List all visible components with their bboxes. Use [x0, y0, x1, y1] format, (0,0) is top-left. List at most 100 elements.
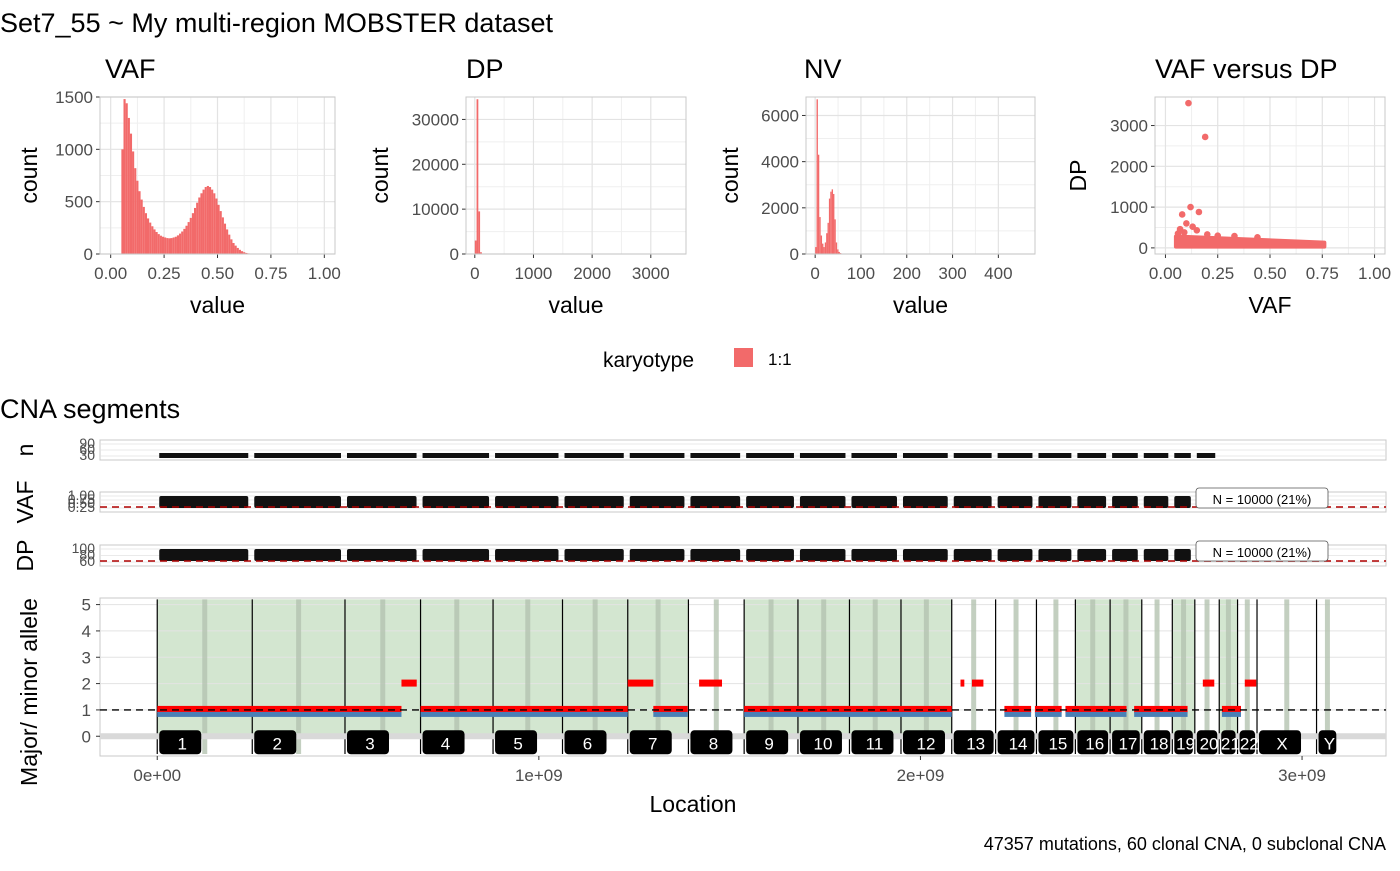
scatter-point-cloud — [1176, 236, 1324, 246]
mutation-density-mark — [1197, 453, 1215, 458]
x-tick-label: 0.25 — [1201, 264, 1234, 283]
histogram-bar — [834, 219, 835, 254]
histogram-bar — [190, 218, 192, 254]
x-tick-label: 0.50 — [201, 264, 234, 283]
mutation-cloud-mark — [565, 549, 624, 561]
mutation-cloud-mark — [254, 549, 341, 561]
minor-allele-segment — [421, 712, 628, 717]
histogram-bar — [198, 197, 200, 254]
histogram-bar — [207, 186, 209, 254]
x-axis-label: VAF — [1248, 292, 1291, 318]
histogram-bar — [151, 226, 153, 254]
mutation-cloud-mark — [903, 549, 948, 561]
x-axis-label: value — [893, 292, 948, 318]
histogram-bar — [222, 217, 224, 254]
y-axis-label: count — [367, 147, 393, 204]
histogram-bar — [823, 247, 824, 254]
mutation-cloud-mark — [998, 496, 1033, 508]
major-allele-segment — [699, 680, 722, 687]
histogram-bar — [829, 199, 830, 254]
major-allele-segment — [401, 680, 416, 687]
chromosome-label: 3 — [365, 734, 374, 753]
mutation-cloud-mark — [998, 549, 1033, 561]
x-tick-label: 200 — [893, 264, 921, 283]
x-tick-label: 2000 — [573, 264, 611, 283]
histogram-bar — [185, 226, 187, 254]
major-allele-segment — [961, 680, 965, 687]
chromosome-label: 13 — [966, 734, 985, 753]
mutation-density-mark — [254, 453, 341, 458]
x-tick-label: 0.00 — [94, 264, 127, 283]
histogram-bar — [196, 203, 198, 254]
mutation-cloud-mark — [690, 549, 740, 561]
mutation-density-mark — [954, 453, 992, 458]
mutation-cloud-mark — [423, 496, 490, 508]
chromosome-label: 18 — [1150, 734, 1169, 753]
histogram-bar — [130, 134, 132, 254]
histogram-bar — [143, 207, 145, 254]
track-label: VAF — [12, 480, 38, 523]
mutation-cloud-mark — [903, 496, 948, 508]
histogram-bar — [205, 187, 207, 254]
y-tick-label: 4000 — [761, 153, 799, 172]
chromosome-label: 8 — [709, 734, 718, 753]
minor-allele-segment — [653, 712, 687, 717]
histogram-bar — [136, 181, 138, 254]
x-tick-label: 0 — [810, 264, 819, 283]
y-tick-label: 1500 — [55, 88, 93, 107]
chromosome-label: 19 — [1176, 734, 1195, 753]
scatter-point — [1194, 227, 1201, 234]
x-tick-label: 100 — [847, 264, 875, 283]
y-axis-label: DP — [1065, 160, 1091, 192]
mutation-density-mark — [495, 453, 558, 458]
histogram-bar — [158, 234, 160, 254]
track-tick-label: 60 — [79, 553, 95, 569]
histogram-bar — [833, 194, 834, 254]
scatter-point — [1185, 100, 1192, 107]
mutation-cloud-mark — [1077, 549, 1106, 561]
histogram-bar — [232, 243, 234, 254]
histogram-bar — [141, 200, 143, 254]
chromosome-label: 9 — [764, 734, 773, 753]
histogram-bar — [477, 99, 479, 254]
chromosome-label: 7 — [648, 734, 657, 753]
mutation-cloud-mark — [347, 549, 417, 561]
histogram-bar — [817, 99, 818, 254]
scatter-point — [1183, 220, 1190, 227]
legend-swatch-1-1 — [734, 348, 753, 367]
mutation-cloud-mark — [630, 549, 685, 561]
y-tick-label: 0 — [450, 245, 459, 264]
histogram-bar — [156, 232, 158, 254]
chromosome-label: 1 — [178, 734, 187, 753]
scatter-point — [1254, 234, 1261, 241]
major-allele-segment — [972, 680, 983, 687]
x-axis-label: value — [549, 292, 604, 318]
y-axis-label: count — [717, 147, 743, 204]
legend-title: karyotype — [603, 349, 694, 372]
histogram-bar — [200, 193, 202, 254]
chromosome-label: 16 — [1085, 734, 1104, 753]
histogram-bar — [825, 242, 826, 254]
track-annotation: N = 10000 (21%) — [1213, 492, 1312, 507]
histogram-bar — [166, 238, 168, 254]
y-tick-label: 6000 — [761, 106, 799, 125]
mutation-cloud-mark — [851, 496, 897, 508]
track-tick-label: 0.25 — [68, 499, 95, 515]
chromosome-label: 10 — [813, 734, 832, 753]
histogram-bar — [171, 238, 173, 254]
histogram-bar — [230, 239, 232, 254]
mutation-cloud-mark — [347, 496, 417, 508]
mutation-cloud-mark — [1112, 549, 1138, 561]
legend-label-1-1: 1:1 — [768, 350, 792, 369]
x-tick-label: 0.50 — [1253, 264, 1286, 283]
histogram-bar — [828, 223, 829, 254]
histogram-bar — [173, 237, 175, 254]
chromosome-label: 15 — [1048, 734, 1067, 753]
histogram-bar — [237, 248, 239, 254]
chromosome-label: 2 — [273, 734, 282, 753]
x-tick-label: 1.00 — [308, 264, 341, 283]
histogram-bar — [837, 249, 838, 254]
mutation-density-mark — [347, 453, 417, 458]
histogram-bar — [164, 237, 166, 254]
